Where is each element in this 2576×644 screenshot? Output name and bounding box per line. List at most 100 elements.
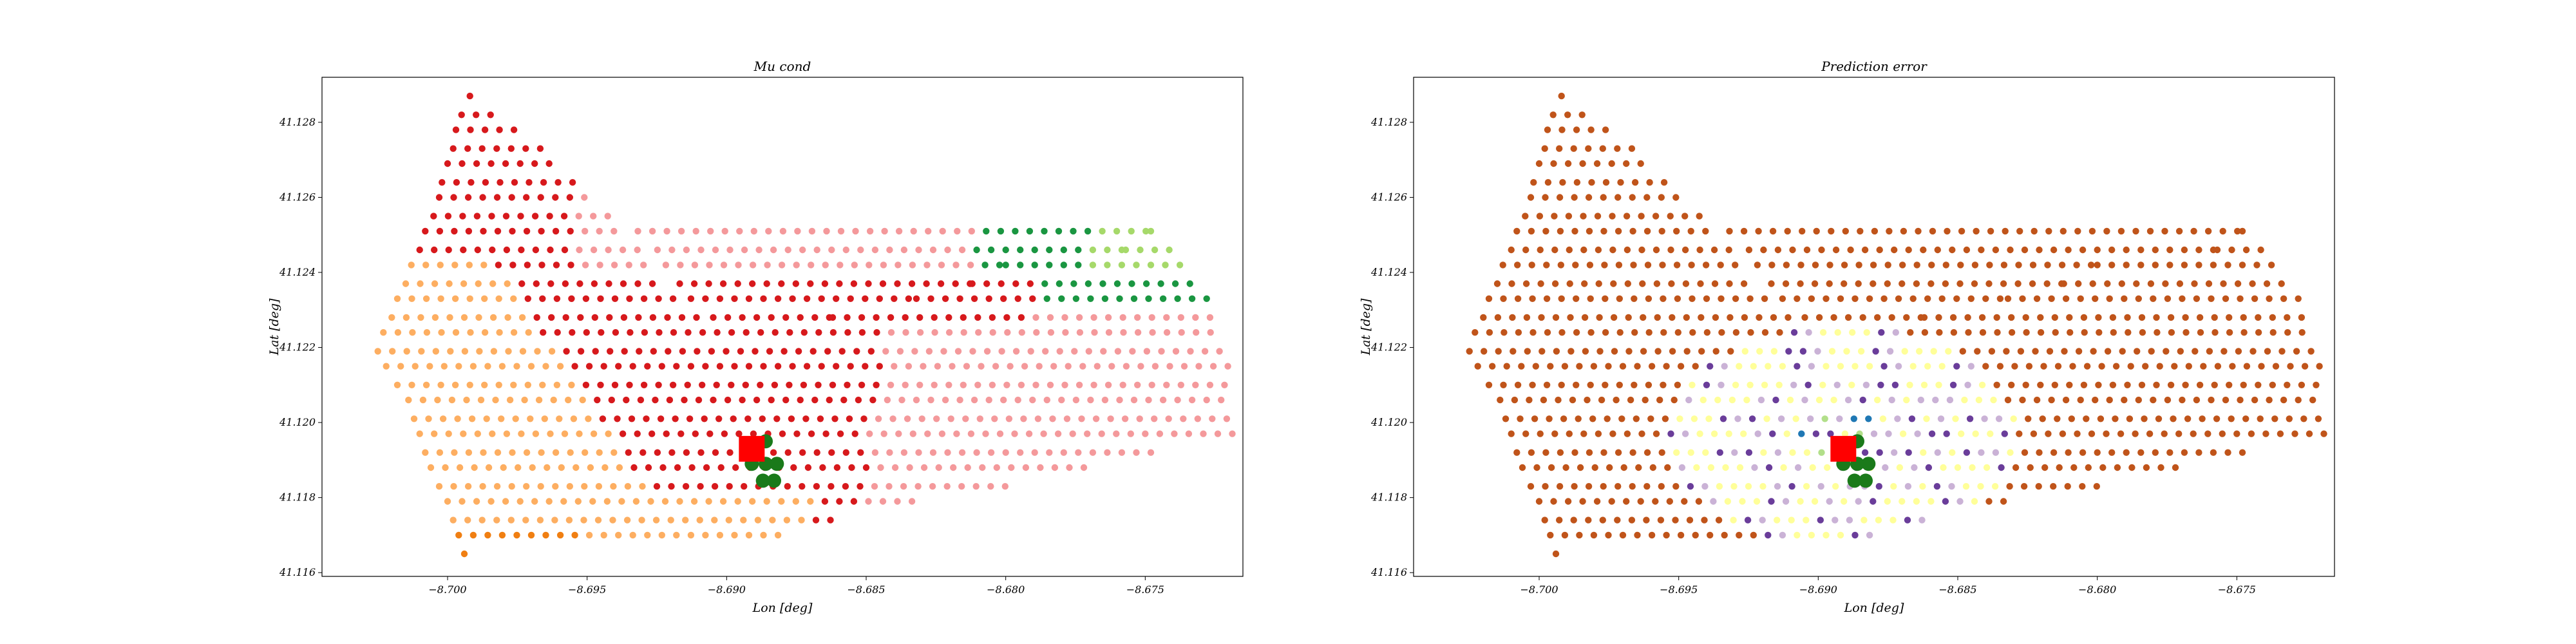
grid-point <box>1118 246 1126 254</box>
grid-point <box>908 498 916 505</box>
grid-point <box>1214 430 1222 437</box>
grid-point <box>894 280 901 287</box>
grid-point <box>1909 363 1917 370</box>
grid-point <box>507 516 515 524</box>
grid-point <box>1643 516 1650 524</box>
grid-point <box>611 227 618 235</box>
grid-point <box>570 415 578 422</box>
grid-point <box>1719 415 1727 422</box>
grid-point <box>739 396 746 404</box>
grid-point <box>510 381 517 388</box>
grid-point <box>967 261 974 269</box>
grid-point <box>1120 329 1127 336</box>
grid-point <box>1629 483 1636 490</box>
grid-point <box>1726 280 1733 287</box>
grid-point <box>1163 314 1170 321</box>
grid-point <box>759 415 766 422</box>
grid-point <box>547 280 554 287</box>
grid-point <box>1565 213 1573 220</box>
grid-point <box>773 415 781 422</box>
grid-point <box>1917 396 1924 404</box>
grid-point <box>2168 329 2175 336</box>
grid-point <box>480 227 487 235</box>
grid-point <box>1493 280 1501 287</box>
grid-point <box>815 329 822 336</box>
y-tick-label: 41.118 <box>279 491 316 504</box>
grid-point <box>1889 516 1897 524</box>
grid-point <box>1794 295 1801 302</box>
grid-point <box>1874 396 1881 404</box>
grid-point <box>1556 483 1564 490</box>
grid-point <box>1193 329 1200 336</box>
grid-point <box>2221 348 2228 355</box>
grid-point <box>2010 415 2017 422</box>
grid-point <box>944 449 951 456</box>
grid-point <box>900 483 907 490</box>
grid-point <box>2153 314 2160 321</box>
grid-point <box>1508 246 1515 254</box>
grid-point <box>1891 381 1899 388</box>
grid-point <box>1061 381 1068 388</box>
grid-point <box>731 363 738 370</box>
grid-point <box>652 396 659 404</box>
grid-point <box>437 381 444 388</box>
grid-point <box>2008 329 2016 336</box>
grid-point <box>1726 227 1733 235</box>
grid-point <box>498 415 505 422</box>
grid-point <box>1012 280 1019 287</box>
grid-point <box>509 227 516 235</box>
grid-point <box>1817 516 1824 524</box>
grid-point <box>2074 227 2081 235</box>
grid-point <box>525 329 532 336</box>
grid-point <box>1818 246 1825 254</box>
grid-point <box>1514 381 1522 388</box>
grid-point <box>1982 295 1989 302</box>
grid-point <box>476 348 483 355</box>
grid-point <box>1919 483 1926 490</box>
panel-title: Mu cond <box>753 59 811 74</box>
grid-point <box>1535 498 1543 505</box>
grid-point <box>1056 348 1063 355</box>
grid-point <box>1847 246 1854 254</box>
grid-point <box>1615 227 1622 235</box>
grid-point <box>2035 483 2042 490</box>
grid-point <box>736 227 743 235</box>
grid-point <box>824 348 831 355</box>
grid-point <box>1090 314 1097 321</box>
grid-point <box>663 430 670 437</box>
grid-point <box>2030 430 2038 437</box>
grid-point <box>2205 280 2213 287</box>
grid-point <box>1973 227 1980 235</box>
grid-point <box>2251 396 2259 404</box>
grid-point <box>2037 329 2045 336</box>
grid-point <box>405 396 412 404</box>
grid-point <box>677 227 685 235</box>
grid-point <box>459 213 466 220</box>
grid-point <box>1585 145 1592 152</box>
grid-point <box>1707 531 1714 539</box>
grid-point <box>1899 430 1907 437</box>
grid-point <box>589 498 596 505</box>
grid-point <box>1765 363 1772 370</box>
grid-point <box>1600 227 1607 235</box>
grid-point <box>427 464 435 471</box>
grid-point <box>973 449 980 456</box>
grid-point <box>1087 396 1094 404</box>
grid-point <box>1528 449 1535 456</box>
grid-point <box>1134 381 1141 388</box>
grid-point <box>551 516 558 524</box>
grid-point <box>483 415 490 422</box>
grid-point <box>1761 329 1769 336</box>
grid-point <box>2313 381 2320 388</box>
grid-point <box>2277 430 2284 437</box>
x-tick-label: −8.700 <box>1520 583 1558 596</box>
grid-point <box>726 483 733 490</box>
grid-point <box>1674 329 1681 336</box>
grid-point <box>925 227 932 235</box>
grid-point <box>585 531 593 539</box>
grid-point <box>1716 483 1723 490</box>
grid-point <box>822 430 829 437</box>
grid-point <box>858 329 866 336</box>
grid-point <box>833 464 841 471</box>
grid-point <box>1732 295 1739 302</box>
